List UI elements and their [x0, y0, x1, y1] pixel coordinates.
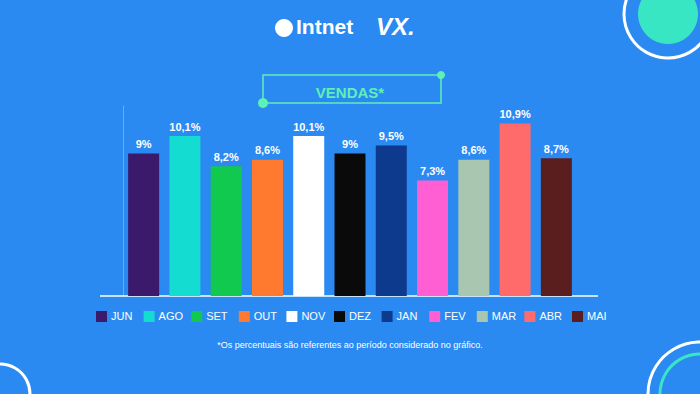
svg-text:AGO: AGO: [159, 310, 184, 322]
svg-text:MAR: MAR: [492, 310, 517, 322]
svg-text:NOV: NOV: [301, 310, 326, 322]
svg-text:8,6%: 8,6%: [461, 144, 486, 156]
svg-text:10,9%: 10,9%: [499, 108, 530, 120]
svg-text:9%: 9%: [342, 138, 358, 150]
svg-text:8,7%: 8,7%: [544, 143, 569, 155]
svg-text:JAN: JAN: [397, 310, 418, 322]
svg-text:JUN: JUN: [111, 310, 132, 322]
svg-text:10,1%: 10,1%: [169, 121, 200, 133]
svg-text:9,5%: 9,5%: [379, 130, 404, 142]
svg-text:DEZ: DEZ: [349, 310, 371, 322]
svg-text:VX.: VX.: [376, 13, 415, 40]
svg-text:SET: SET: [206, 310, 228, 322]
svg-text:10,1%: 10,1%: [293, 121, 324, 133]
svg-text:8,6%: 8,6%: [255, 144, 280, 156]
svg-text:FEV: FEV: [444, 310, 466, 322]
svg-text:VENDAS*: VENDAS*: [316, 84, 385, 101]
svg-text:*Os percentuais são referentes: *Os percentuais são referentes ao períod…: [217, 340, 483, 350]
svg-text:9%: 9%: [136, 138, 152, 150]
svg-text:7,3%: 7,3%: [420, 165, 445, 177]
svg-text:MAI: MAI: [587, 310, 607, 322]
svg-text:Intnet: Intnet: [296, 15, 353, 38]
svg-text:OUT: OUT: [254, 310, 277, 322]
svg-text:8,2%: 8,2%: [214, 151, 239, 163]
svg-text:ABR: ABR: [539, 310, 562, 322]
